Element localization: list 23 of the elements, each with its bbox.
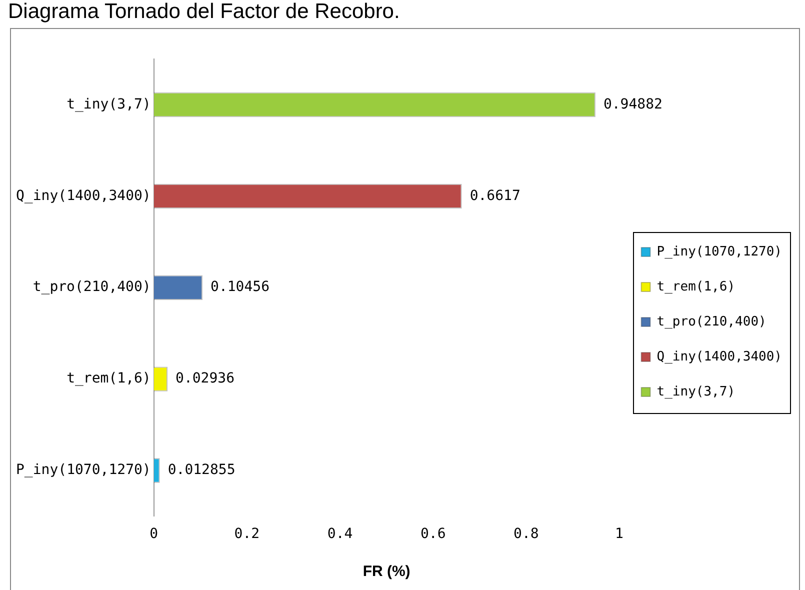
data-label: 0.10456	[210, 279, 270, 296]
y-tick-label: t_iny(3,7)	[66, 96, 151, 112]
x-tick-label: 0.4	[327, 526, 353, 542]
x-tick-label: 0.6	[420, 526, 446, 542]
data-label: 0.02936	[176, 370, 235, 387]
y-tick-label: t_pro(210,400)	[32, 279, 151, 296]
x-tick-label: 0	[150, 526, 158, 542]
chart-title: Diagrama Tornado del Factor de Recobro.	[8, 0, 400, 24]
y-tick-label: Q_iny(1400,3400)	[16, 188, 151, 204]
y-tick-label: P_iny(1070,1270)	[16, 462, 151, 478]
x-tick-label: 1	[615, 526, 624, 542]
legend-label: t_pro(210,400)	[656, 314, 766, 330]
legend-label: P_iny(1070,1270)	[656, 244, 782, 260]
data-label: 0.6617	[470, 188, 520, 204]
x-tick-label: 0.8	[514, 526, 539, 542]
data-label: 0.012855	[168, 462, 236, 478]
data-label: 0.94882	[603, 96, 662, 112]
x-axis-title: FR (%)	[362, 563, 410, 580]
x-tick-label: 0.2	[234, 526, 260, 542]
legend-label: Q_iny(1400,3400)	[656, 349, 782, 364]
y-tick-label: t_rem(1,6)	[66, 370, 151, 387]
legend-label: t_rem(1,6)	[656, 279, 736, 294]
legend-label: t_iny(3,7)	[656, 384, 736, 400]
